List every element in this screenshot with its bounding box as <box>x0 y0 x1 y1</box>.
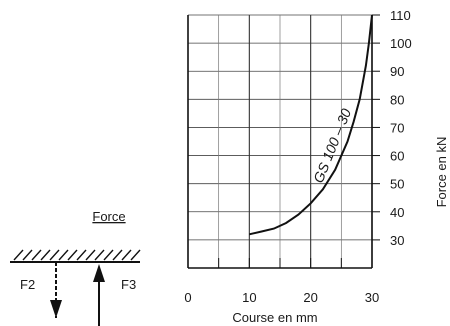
hatch-line <box>13 249 24 261</box>
x-tick-label: 10 <box>242 290 256 305</box>
y-axis-label: Force en kN <box>434 137 449 208</box>
hatch-line <box>112 249 123 261</box>
hatch-line <box>49 249 60 261</box>
f2-label: F2 <box>20 277 35 292</box>
f2-arrow <box>50 262 62 318</box>
y-tick-label: 30 <box>390 233 404 248</box>
chart-grid <box>188 14 373 268</box>
y-tick-label: 50 <box>390 177 404 192</box>
hatch-line <box>31 249 42 261</box>
x-tick-label: 20 <box>303 290 317 305</box>
hatch-line <box>130 249 141 261</box>
x-tick-label: 30 <box>365 290 379 305</box>
force-label: Force <box>92 209 125 224</box>
f3-label: F3 <box>121 277 136 292</box>
series-line-gs-100-30 <box>249 14 373 236</box>
hatch-line <box>94 249 105 261</box>
y-tick-label: 60 <box>390 149 404 164</box>
force-diagram: Force F2 F3 <box>10 209 141 326</box>
ground-hatching <box>13 249 141 261</box>
chart-ticks: 30 40 50 60 70 80 90 100 110 0 10 20 30 <box>184 8 411 305</box>
hatch-line <box>40 249 51 261</box>
hatch-line <box>58 249 69 261</box>
hatch-line <box>22 249 33 261</box>
y-tick-label: 80 <box>390 92 404 107</box>
f3-arrow <box>93 264 105 326</box>
hatch-line <box>103 249 114 261</box>
y-tick-label: 40 <box>390 205 404 220</box>
x-axis-label: Course en mm <box>232 310 317 325</box>
hatch-line <box>76 249 87 261</box>
y-tick-label: 100 <box>390 36 412 51</box>
y-tick-label: 70 <box>390 120 404 135</box>
hatch-line <box>121 249 132 261</box>
y-tick-label: 110 <box>390 8 411 23</box>
y-tick-label: 90 <box>390 64 404 79</box>
hatch-line <box>67 249 78 261</box>
x-tick-label: 0 <box>184 290 191 305</box>
hatch-line <box>85 249 96 261</box>
